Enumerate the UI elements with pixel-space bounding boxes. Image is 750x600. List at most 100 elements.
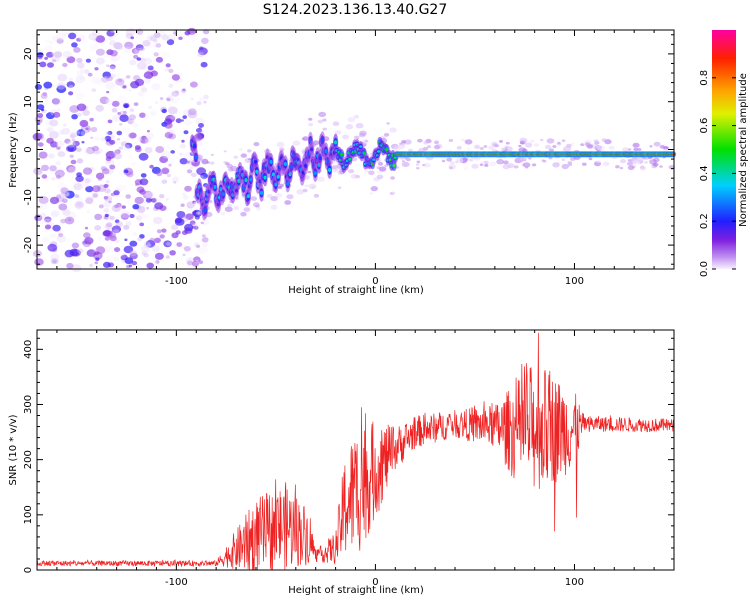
spectrogram-cell bbox=[105, 131, 111, 136]
spectrogram-cell bbox=[322, 127, 327, 131]
snr-panel: -100 0 100 0 100 200 300 400 Height of straight… bbox=[8, 329, 675, 596]
spectrogram-cell bbox=[116, 138, 121, 141]
spectrogram-cell bbox=[263, 175, 267, 180]
spectrogram-cell bbox=[175, 90, 180, 94]
spectrogram-cell bbox=[269, 159, 273, 164]
spectrogram-cell bbox=[101, 168, 110, 175]
spectrogram-cell bbox=[441, 160, 446, 163]
snr-y-tick-label: 200 bbox=[23, 450, 34, 469]
spectrogram-cell bbox=[155, 146, 165, 153]
spectrogram-cell bbox=[637, 148, 642, 151]
spectrogram-cell bbox=[153, 32, 161, 39]
spectrogram-cell bbox=[122, 77, 127, 81]
spectrogram-cell bbox=[102, 53, 109, 58]
spectrogram-cell bbox=[653, 141, 661, 147]
spectrogram-cell bbox=[133, 102, 139, 107]
spectrogram-cell bbox=[279, 147, 285, 152]
spectrogram-cell bbox=[196, 211, 201, 215]
spectrogram-cell bbox=[376, 174, 384, 180]
spectrogram-cell bbox=[81, 141, 85, 144]
spectrogram-cell bbox=[95, 104, 104, 112]
spectrogram-cell bbox=[67, 218, 72, 222]
spectrogram-cell bbox=[52, 111, 61, 118]
spectrogram-cell bbox=[176, 97, 180, 101]
spectrogram-cell bbox=[499, 140, 503, 143]
spectrogram-x-tick-label: -100 bbox=[165, 276, 188, 287]
spectrogram-cell bbox=[161, 179, 168, 184]
spectrogram-cell bbox=[318, 111, 327, 118]
spectrogram-cell bbox=[97, 177, 103, 181]
spectrogram-cell bbox=[62, 209, 71, 216]
figure-title: S124.2023.136.13.40.G27 bbox=[263, 2, 448, 18]
spectrogram-cell bbox=[40, 93, 48, 99]
spectrogram-cell bbox=[165, 95, 175, 103]
spectrogram-cell bbox=[150, 112, 155, 116]
spectrogram-cell bbox=[254, 159, 258, 164]
spectrogram-cell bbox=[448, 164, 457, 170]
spectrogram-cell bbox=[304, 163, 308, 168]
spectrogram-cell bbox=[127, 88, 133, 92]
spectrogram-cell bbox=[161, 167, 170, 175]
spectrogram-cell bbox=[51, 55, 60, 63]
spectrogram-cell bbox=[57, 108, 61, 111]
spectrogram-cell bbox=[246, 194, 250, 199]
spectrogram-cell bbox=[518, 144, 522, 148]
colorbar-tick-label: 0.8 bbox=[699, 70, 710, 86]
spectrogram-cell bbox=[370, 186, 378, 192]
spectrogram-cell bbox=[57, 230, 62, 234]
spectrogram-cell bbox=[46, 51, 54, 58]
spectrogram-cell bbox=[165, 198, 169, 201]
spectrogram-cell bbox=[93, 149, 100, 155]
spectrogram-cell bbox=[83, 182, 91, 188]
spectrogram-cell bbox=[145, 191, 155, 199]
spectrogram-cell bbox=[77, 112, 82, 117]
spectrogram-cell bbox=[50, 253, 60, 262]
spectrogram-cell bbox=[145, 240, 156, 248]
spectrogram-cell bbox=[195, 117, 205, 126]
spectrogram-cell bbox=[542, 159, 547, 163]
spectrogram-cell bbox=[332, 168, 338, 173]
snr-y-tick-label: 300 bbox=[23, 395, 34, 414]
spectrogram-cell bbox=[186, 160, 191, 164]
spectrogram-cell bbox=[163, 240, 172, 248]
spectrogram-cell bbox=[47, 62, 54, 68]
spectrogram-cell bbox=[201, 158, 209, 165]
spectrogram-cell bbox=[596, 159, 601, 163]
spectrogram-cell bbox=[51, 177, 56, 181]
spectrogram-cell bbox=[391, 191, 396, 195]
spectrogram-cell bbox=[362, 152, 366, 155]
spectrogram-cell bbox=[185, 213, 194, 220]
spectrogram-cell bbox=[116, 95, 127, 104]
spectrogram-cell bbox=[66, 238, 71, 242]
spectrogram-cell bbox=[125, 28, 136, 37]
spectrogram-cell bbox=[66, 165, 76, 173]
spectrogram-cell bbox=[332, 121, 340, 126]
spectrogram-cell bbox=[181, 119, 184, 122]
spectrogram-cell bbox=[114, 247, 121, 253]
spectrogram-cell bbox=[292, 140, 301, 146]
spectrogram-cell bbox=[499, 146, 506, 151]
spectrogram-cell bbox=[58, 192, 67, 200]
spectrogram-cell bbox=[70, 159, 77, 165]
spectrogram-cell bbox=[129, 59, 137, 66]
spectrogram-cell bbox=[144, 114, 149, 118]
spectrogram-cell bbox=[155, 43, 162, 48]
spectrogram-cell bbox=[89, 43, 99, 51]
spectrogram-cell bbox=[278, 185, 283, 189]
spectrogram-cell bbox=[552, 162, 560, 168]
spectrogram-cell bbox=[146, 132, 155, 139]
spectrogram-cell bbox=[56, 140, 65, 148]
spectrogram-cell bbox=[491, 141, 498, 147]
spectrogram-cell bbox=[161, 34, 171, 42]
spectrogram-cell bbox=[130, 36, 134, 40]
spectrogram-cell bbox=[155, 56, 163, 63]
spectrogram-cell bbox=[122, 144, 130, 151]
spectrogram-cell bbox=[137, 206, 146, 213]
spectrogram-cell bbox=[33, 167, 43, 175]
spectrogram-cell bbox=[49, 233, 57, 239]
spectrogram-cell bbox=[125, 220, 132, 226]
spectrogram-cell bbox=[62, 62, 68, 68]
spectrogram-cell bbox=[51, 52, 56, 56]
spectrogram-cell bbox=[129, 108, 135, 112]
